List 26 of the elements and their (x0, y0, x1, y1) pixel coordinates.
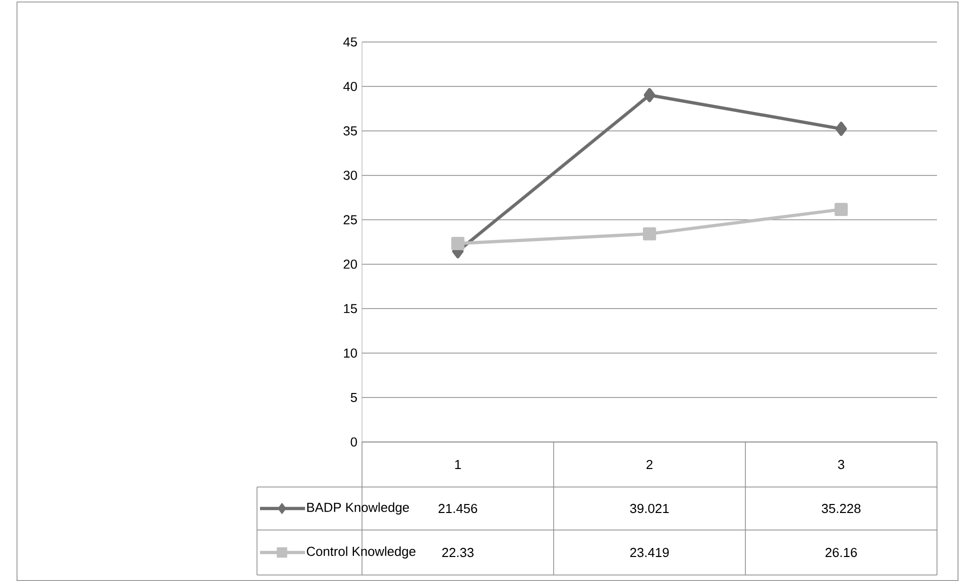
point (834, 202, 848, 216)
y-tick-label: 5 (350, 393, 357, 402)
y-tick-label: 20 (344, 260, 357, 269)
legend-label: Control Knowledge (306, 546, 416, 559)
x-tick-label: 3 (838, 460, 844, 470)
data-label: 22.33 (442, 548, 474, 558)
data-label: 26.16 (826, 548, 857, 558)
point (644, 88, 656, 102)
legend-label: BADP Knowledge (307, 502, 409, 515)
x-tick-label: 1 (455, 460, 461, 469)
y-tick-label: 35 (344, 126, 357, 136)
data-label: 35.228 (822, 504, 860, 514)
data-label: 39.021 (630, 504, 669, 514)
data-label: 21.456 (438, 504, 478, 514)
point (835, 122, 847, 136)
y-tick-label: 25 (344, 215, 357, 224)
x-tick-label: 2 (646, 460, 652, 470)
y-tick-label: 30 (344, 170, 357, 180)
y-tick-label: 15 (344, 304, 357, 314)
point (451, 236, 464, 250)
y-tick-label: 10 (344, 348, 357, 358)
y-tick-label: 0 (350, 437, 357, 447)
y-tick-label: 45 (343, 37, 357, 47)
point (642, 227, 656, 240)
data-label: 23.419 (630, 548, 669, 558)
y-tick-label: 40 (343, 82, 357, 92)
